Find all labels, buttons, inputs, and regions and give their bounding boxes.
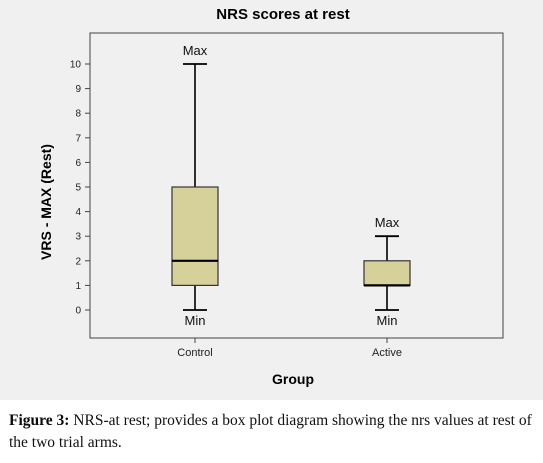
y-tick-label: 6 <box>75 158 81 169</box>
x-axis-title: Group <box>272 371 314 387</box>
y-tick-label: 0 <box>75 306 81 317</box>
max-annotation: Max <box>183 43 208 58</box>
y-tick-label: 4 <box>75 207 81 218</box>
x-category-label: Control <box>177 347 212 359</box>
figure-caption: Figure 3: NRS-at rest; provides a box pl… <box>9 410 537 454</box>
box-active <box>363 235 411 311</box>
y-tick-label: 5 <box>75 183 81 194</box>
min-annotation: Min <box>185 313 206 328</box>
iqr-box <box>171 186 219 287</box>
x-category-label: Active <box>372 347 402 359</box>
iqr-box <box>363 260 411 286</box>
annotations: Max Min Max Min <box>183 43 400 328</box>
min-annotation: Min <box>377 313 398 328</box>
y-axis-title: VRS - MAX (Rest) <box>38 144 54 260</box>
y-tick-label: 3 <box>75 232 81 243</box>
y-tick-label: 1 <box>75 281 81 292</box>
y-tick-label: 8 <box>75 109 81 120</box>
figure-caption-text: NRS-at rest; provides a box plot diagram… <box>9 412 532 451</box>
y-tick-label: 7 <box>75 133 81 144</box>
plot-frame <box>89 32 504 339</box>
chart-background: NRS scores at rest VRS - MAX (Rest) Grou… <box>0 0 543 400</box>
boxes <box>171 63 411 311</box>
box-plot-chart: NRS scores at rest VRS - MAX (Rest) Grou… <box>38 6 504 387</box>
y-tick-label: 2 <box>75 256 81 267</box>
box-control <box>171 63 219 311</box>
y-axis-ticks: 0 1 2 3 4 5 6 7 8 9 10 <box>70 60 90 317</box>
y-tick-label: 9 <box>75 84 81 95</box>
y-tick-label: 10 <box>70 60 82 71</box>
x-axis-categories: Control Active <box>177 338 402 359</box>
max-annotation: Max <box>375 215 400 230</box>
chart-title: NRS scores at rest <box>216 6 349 23</box>
figure-label: Figure 3: <box>9 412 70 429</box>
